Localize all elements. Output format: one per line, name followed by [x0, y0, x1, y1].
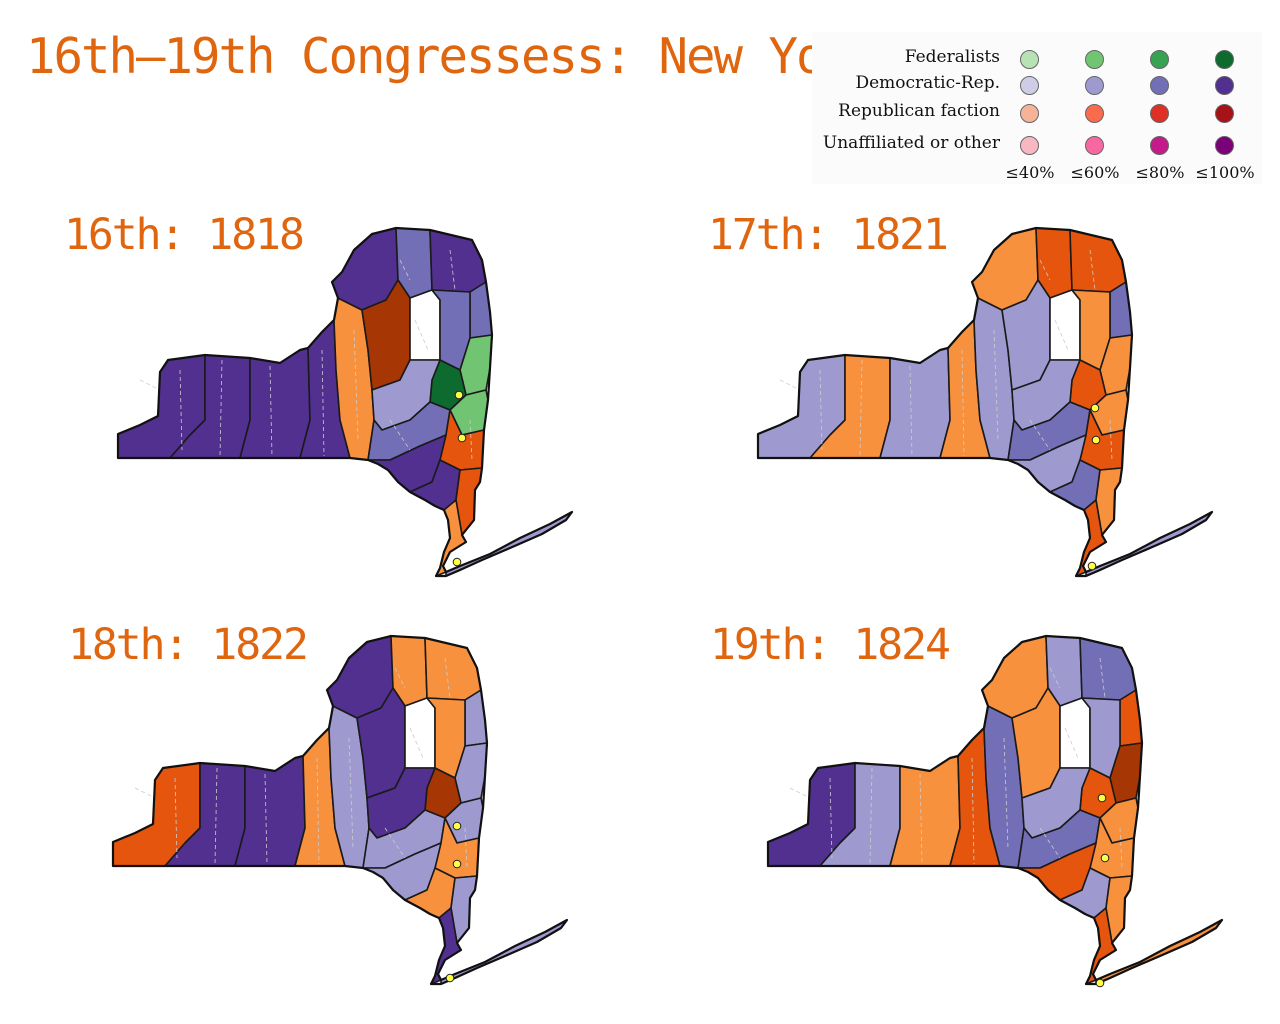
- district-adk: [1059, 697, 1091, 769]
- legend-swatch: [1215, 76, 1234, 95]
- district-w3: [879, 347, 951, 459]
- city-marker: [1090, 403, 1100, 413]
- district-n2: [424, 637, 482, 701]
- city-marker: [1091, 435, 1101, 445]
- district-adk: [409, 289, 441, 361]
- legend-swatch: [1150, 50, 1169, 69]
- legend-percent-label: ≤60%: [1070, 163, 1120, 182]
- legend-label: Republican faction: [838, 101, 1000, 121]
- district-w3: [239, 347, 311, 459]
- district-n2: [1069, 229, 1127, 293]
- map-19th-congress: [766, 634, 1224, 988]
- city-marker: [1087, 561, 1097, 571]
- district-w3: [889, 755, 961, 867]
- city-marker: [452, 821, 462, 831]
- district-adk: [1049, 289, 1081, 361]
- legend-swatch: [1085, 104, 1104, 123]
- city-marker: [452, 859, 462, 869]
- map-16th-congress: [116, 226, 574, 578]
- county-boundary: [1003, 657, 1123, 869]
- panel-title-18th: 18th: 1822: [68, 620, 309, 670]
- county-boundary: [348, 657, 468, 869]
- state-outline: [111, 634, 569, 986]
- legend-swatch: [1150, 136, 1169, 155]
- legend-label: Unaffiliated or other: [822, 133, 1000, 153]
- legend-swatch: [1215, 104, 1234, 123]
- panel-title-19th: 19th: 1824: [710, 620, 951, 670]
- panel-title-17th: 17th: 1821: [708, 210, 949, 260]
- city-marker: [457, 433, 467, 443]
- district-n2: [429, 229, 487, 293]
- city-marker: [452, 557, 462, 567]
- legend-swatch: [1215, 136, 1234, 155]
- legend-swatch: [1020, 136, 1039, 155]
- panel-title-16th: 16th: 1818: [64, 210, 305, 260]
- legend-label: Democratic-Rep.: [855, 73, 1000, 93]
- legend-percent-label: ≤100%: [1195, 163, 1255, 182]
- legend: Federalists Democratic-Rep. Republican fac…: [812, 32, 1262, 184]
- legend-swatch: [1085, 136, 1104, 155]
- county-boundary: [993, 249, 1113, 461]
- state-outline: [756, 226, 1214, 578]
- county-boundary: [353, 249, 473, 461]
- legend-percent-label: ≤80%: [1135, 163, 1185, 182]
- map-18th-congress: [111, 634, 569, 986]
- city-marker: [1100, 853, 1110, 863]
- legend-swatch: [1150, 104, 1169, 123]
- district-adk: [404, 697, 436, 769]
- map-17th-congress: [756, 226, 1214, 578]
- legend-swatch: [1020, 50, 1039, 69]
- legend-swatch: [1150, 76, 1169, 95]
- legend-swatch: [1020, 104, 1039, 123]
- legend-swatch: [1215, 50, 1234, 69]
- city-marker: [1095, 978, 1105, 988]
- district-n2: [1079, 637, 1137, 701]
- legend-swatch: [1020, 76, 1039, 95]
- city-marker: [445, 973, 455, 983]
- legend-percent-label: ≤40%: [1005, 163, 1055, 182]
- city-marker: [1097, 793, 1107, 803]
- legend-swatch: [1085, 76, 1104, 95]
- district-w3: [234, 755, 306, 867]
- city-marker: [454, 390, 464, 400]
- legend-swatch: [1085, 50, 1104, 69]
- page-title: 16th–19th Congressess: New York: [26, 28, 881, 85]
- state-outline: [116, 226, 574, 578]
- legend-label: Federalists: [904, 47, 1000, 67]
- state-outline: [766, 634, 1224, 986]
